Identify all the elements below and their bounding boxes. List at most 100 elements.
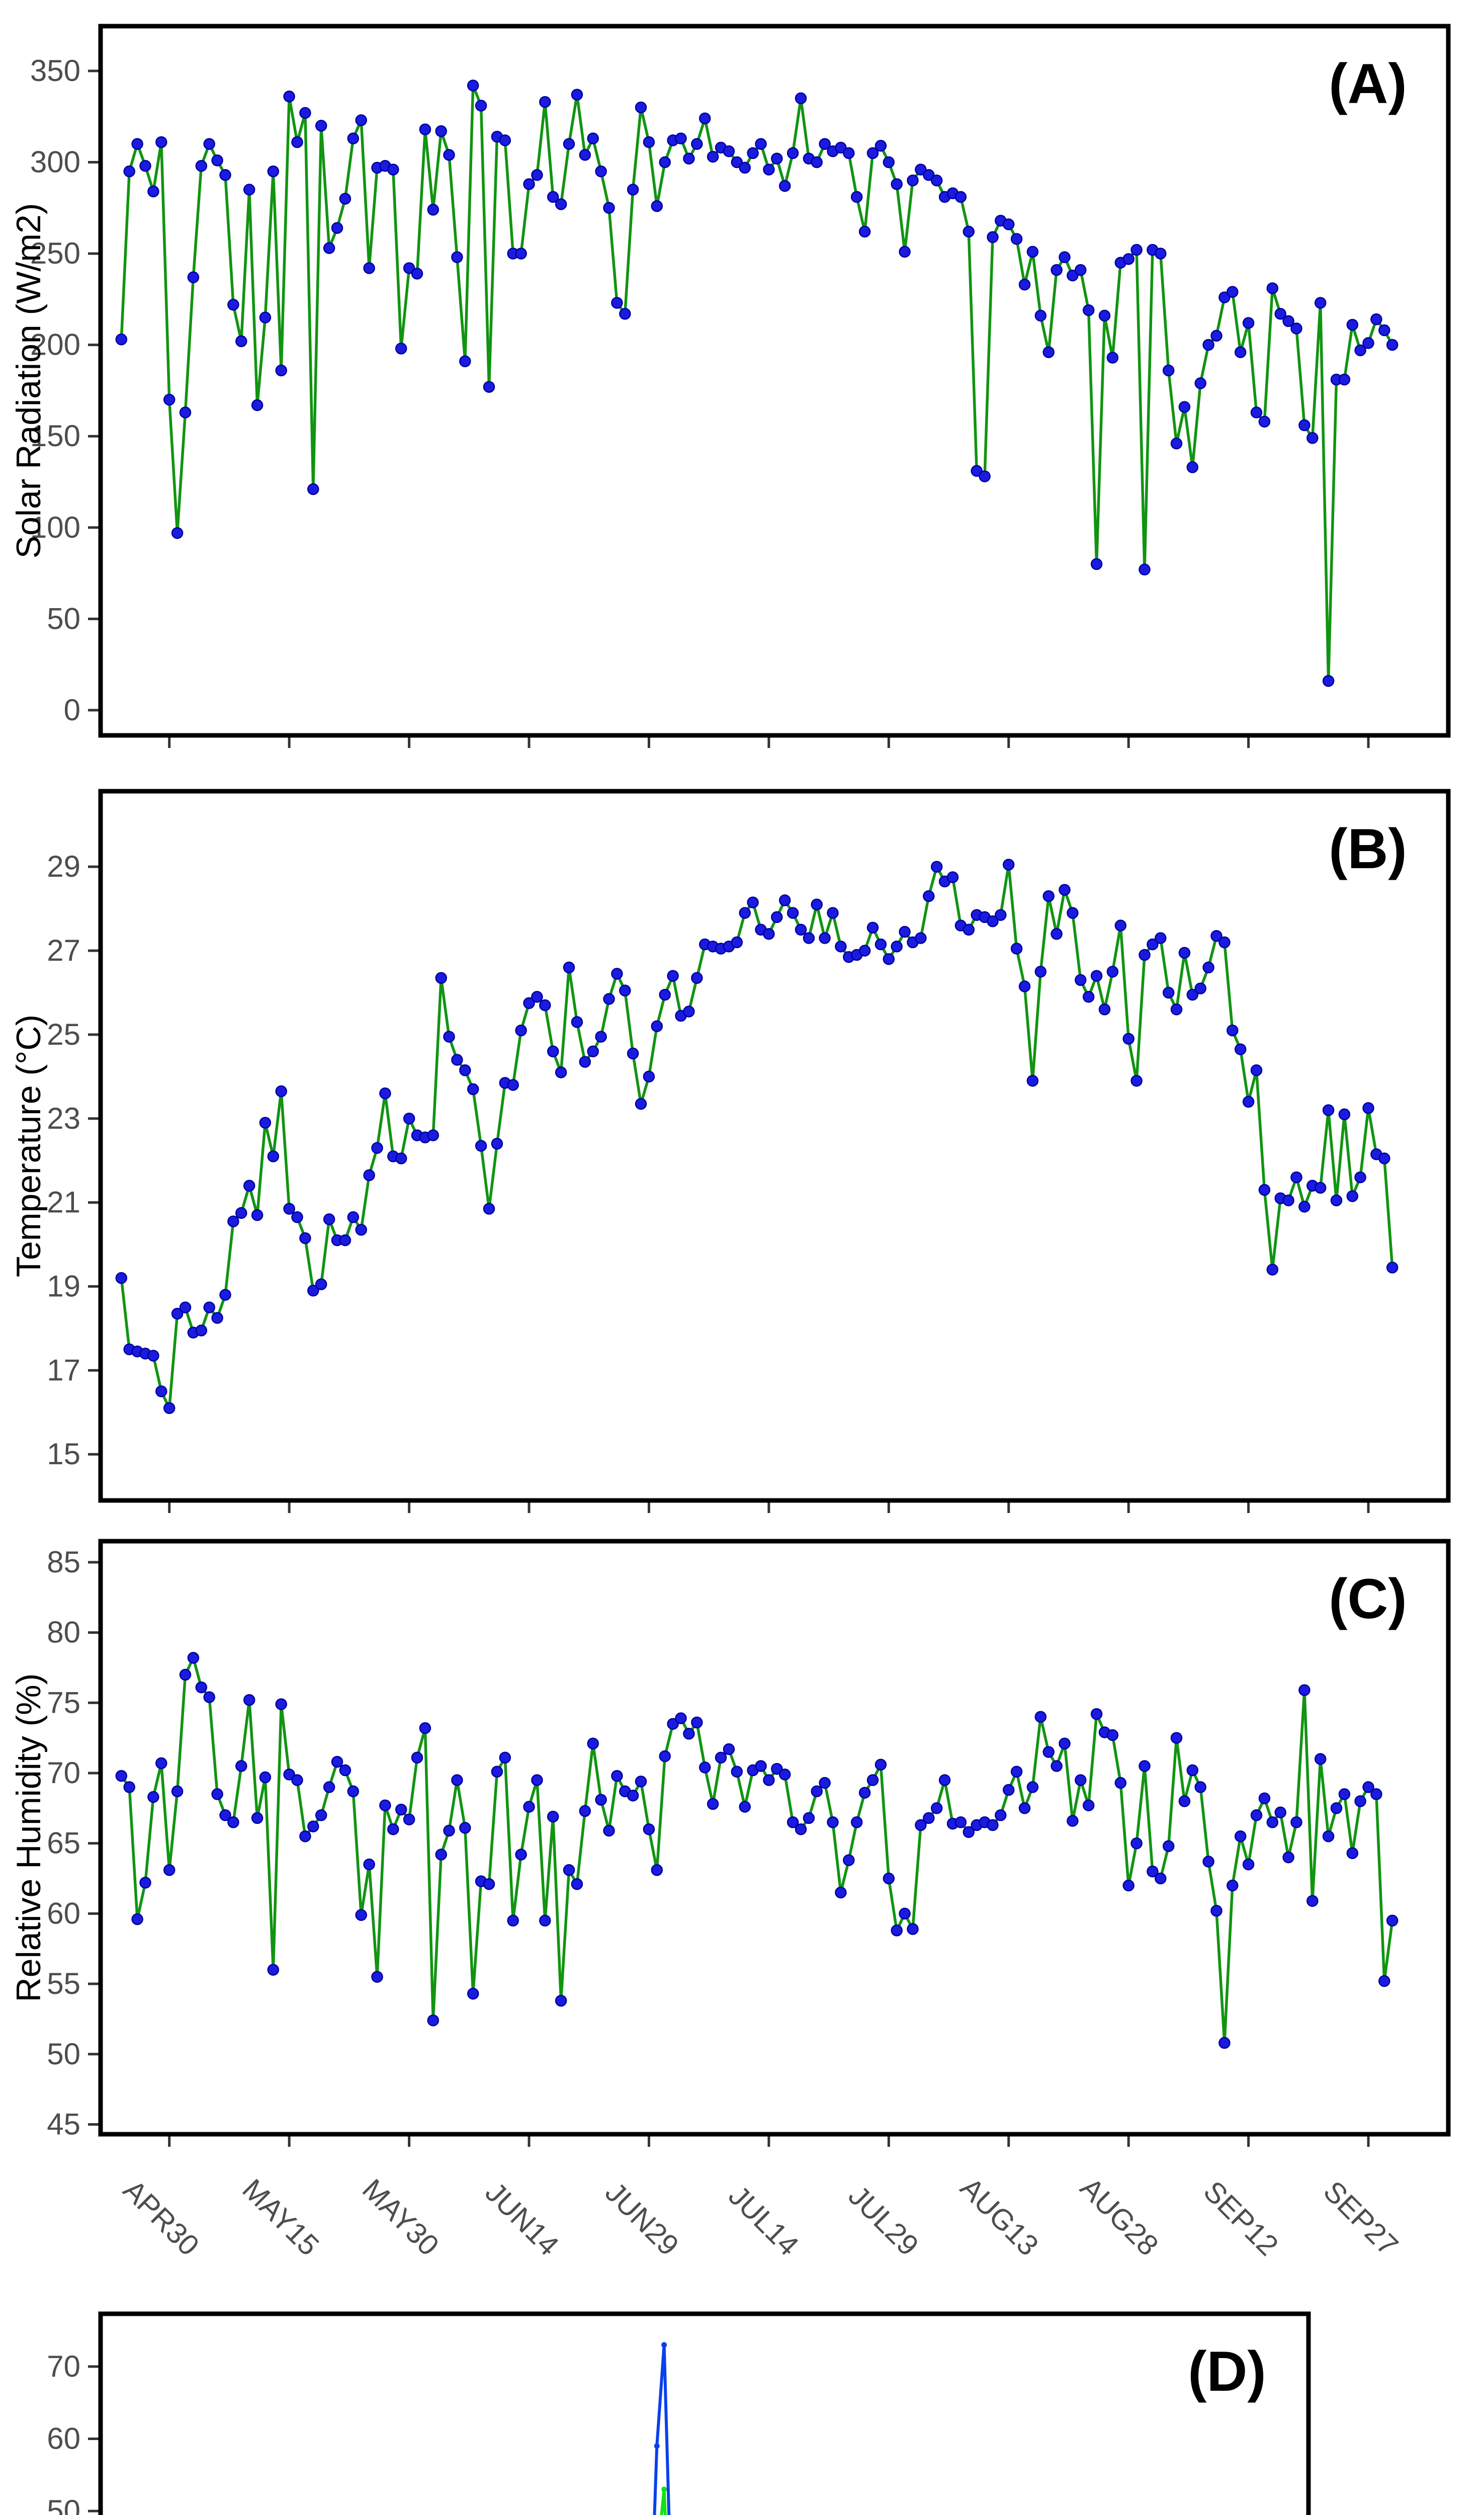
data-point-RelativeHumidity [683, 1728, 695, 1740]
data-point-Temperature [531, 991, 543, 1003]
data-point-Temperature [891, 940, 903, 953]
data-point-SolarRadiation [731, 156, 743, 169]
data-point-RelativeHumidity [723, 1743, 735, 1755]
data-point-Temperature [259, 1117, 272, 1129]
data-point-Temperature [587, 1045, 599, 1058]
data-point-SolarRadiation [683, 152, 695, 165]
data-point-SolarRadiation [1378, 324, 1390, 337]
data-point-Temperature [659, 988, 671, 1001]
data-point-Temperature [691, 972, 703, 984]
data-point-Temperature [883, 953, 895, 965]
data-point-SolarRadiation [1210, 329, 1223, 342]
data-point-Temperature [219, 1289, 231, 1301]
data-point-RelativeHumidity [1346, 1847, 1359, 1859]
data-point-Temperature [827, 907, 839, 919]
data-point-RelativeHumidity [523, 1801, 535, 1813]
data-point-SolarRadiation [531, 169, 543, 181]
data-point-Temperature [435, 972, 447, 984]
data-point-Temperature [291, 1211, 303, 1223]
data-point-SolarRadiation [954, 191, 967, 203]
data-point-RelativeHumidity [403, 1813, 415, 1825]
data-point-SolarRadiation [187, 271, 200, 284]
panel-letter: (B) [1329, 817, 1407, 880]
data-point-Temperature [835, 940, 847, 953]
data-point-SolarRadiation [1386, 339, 1399, 351]
y-axis-tick-label: 29 [47, 850, 80, 883]
data-point-SolarRadiation [1162, 364, 1175, 377]
data-point-Temperature [963, 924, 975, 936]
data-point-Temperature [946, 871, 959, 883]
data-point-RelativeHumidity [603, 1824, 615, 1837]
data-point-RelativeHumidity [930, 1802, 943, 1814]
data-point-SolarRadiation [1106, 352, 1119, 364]
data-point-SolarRadiation [1002, 218, 1015, 230]
data-point-RelativeHumidity [938, 1774, 951, 1786]
data-point-RelativeHumidity [1227, 1879, 1239, 1892]
y-axis-tick-label: 60 [47, 2421, 80, 2455]
data-point-SolarRadiation [355, 114, 367, 126]
data-point-Temperature [875, 938, 887, 951]
data-point-SolarRadiation [395, 343, 407, 355]
data-point-SolarRadiation [435, 125, 447, 137]
data-point-Temperature [1386, 1262, 1399, 1274]
y-axis-title: Solar Radiation (W/m2) [10, 203, 48, 559]
data-point-RelativeHumidity [187, 1652, 200, 1664]
y-axis-tick-label: 80 [47, 1616, 80, 1649]
data-point-SolarRadiation [163, 393, 176, 406]
data-point-SolarRadiation [1139, 563, 1151, 576]
data-point-SolarRadiation [1178, 401, 1191, 413]
data-point-RelativeHumidity [1122, 1879, 1134, 1892]
data-point-Temperature [611, 968, 623, 980]
data-point-Temperature [1330, 1194, 1343, 1207]
data-point-Temperature [778, 894, 791, 906]
y-axis-title: Temperature (°C) [10, 1015, 48, 1277]
data-point-Temperature [1067, 907, 1079, 919]
panel-letter: (D) [1188, 2340, 1266, 2403]
data-point-Temperature [539, 999, 551, 1012]
data-point-Temperature [403, 1113, 415, 1125]
data-point-SolarRadiation [451, 251, 463, 264]
data-point-RelativeHumidity [1147, 1865, 1159, 1878]
data-point-RelativeHumidity [483, 1878, 495, 1890]
data-point-Temperature [459, 1064, 471, 1076]
series-line-Temperature [120, 863, 1394, 1410]
data-point-Temperature [515, 1024, 527, 1037]
data-point-Temperature [547, 1045, 559, 1058]
data-point-RelativeHumidity [1075, 1774, 1087, 1786]
data-point-RelativeHumidity [163, 1864, 176, 1876]
data-point-RelativeHumidity [1178, 1795, 1191, 1807]
data-point-RelativeHumidity [195, 1681, 208, 1694]
data-point-Temperature [235, 1207, 247, 1219]
data-point-SolarRadiation [1051, 264, 1063, 276]
data-point-Temperature [155, 1385, 167, 1397]
data-point-SolarRadiation [1194, 377, 1206, 389]
data-point-RelativeHumidity [1274, 1806, 1286, 1818]
data-point-SolarRadiation [203, 138, 215, 150]
data-point-RelativeHumidity [1082, 1799, 1095, 1811]
series-line-SCA525 [660, 2488, 667, 2515]
data-point-SolarRadiation [563, 138, 575, 150]
data-point-Temperature [1218, 936, 1231, 949]
data-point-SolarRadiation [1362, 337, 1374, 349]
data-point-RelativeHumidity [691, 1716, 703, 1729]
legend-title: Type [1332, 2510, 1483, 2515]
data-point-SolarRadiation [771, 152, 783, 165]
y-axis-tick-label: 50 [47, 2037, 80, 2071]
data-point-RelativeHumidity [507, 1914, 519, 1927]
data-point-RelativeHumidity [467, 1987, 479, 2000]
data-point-RelativeHumidity [339, 1764, 352, 1777]
data-point-RelativeHumidity [435, 1849, 447, 1861]
data-point-SolarRadiation [1098, 309, 1111, 322]
data-point-RelativeHumidity [963, 1826, 975, 1838]
data-point-RelativeHumidity [811, 1785, 823, 1798]
y-axis-tick-label: 300 [30, 145, 80, 179]
data-point-RelativeHumidity [1266, 1816, 1279, 1828]
data-point-SolarRadiation [778, 180, 791, 192]
data-point-RelativeHumidity [1051, 1760, 1063, 1772]
data-point-SolarRadiation [619, 308, 631, 320]
data-point-Temperature [555, 1066, 567, 1078]
data-point-Temperature [1122, 1033, 1134, 1045]
data-point-RelativeHumidity [763, 1774, 775, 1786]
